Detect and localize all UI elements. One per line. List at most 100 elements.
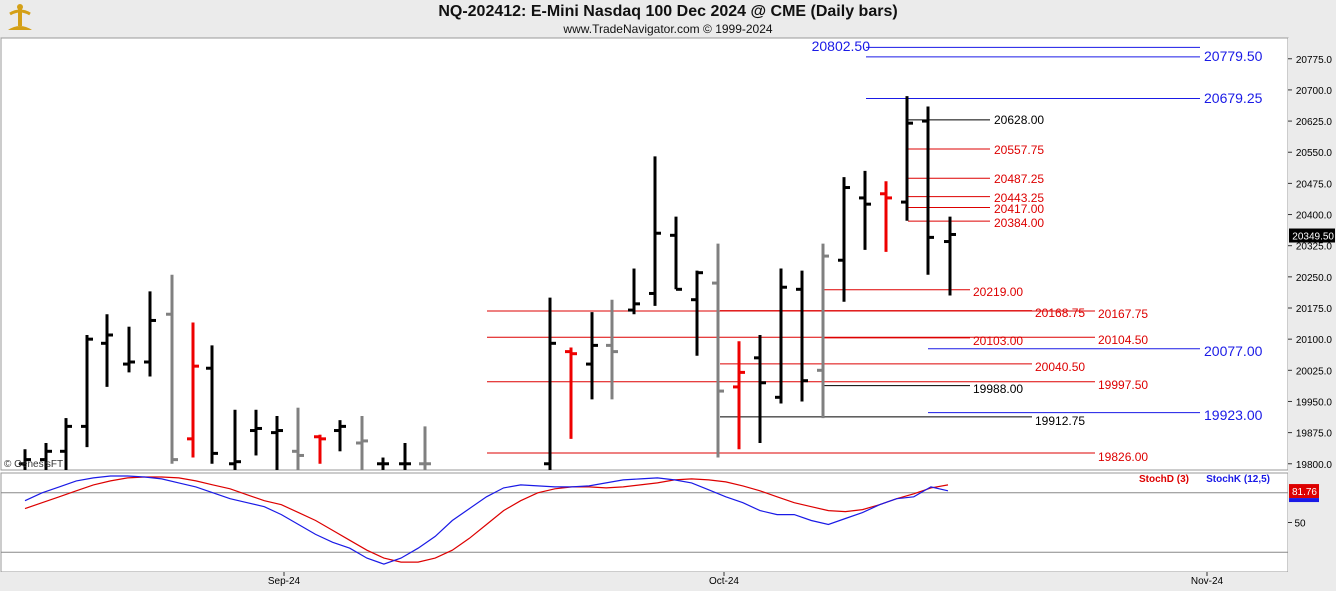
price-bar-2 — [60, 418, 72, 470]
level-label-3: 20628.00 — [994, 113, 1044, 127]
level-label-11: 20167.75 — [1098, 307, 1148, 321]
price-bar-7 — [166, 274, 178, 464]
level-label-10: 20168.75 — [1035, 306, 1085, 320]
price-bar-19 — [419, 426, 431, 470]
price-bar-36 — [880, 181, 892, 252]
price-bar-29 — [733, 341, 745, 450]
ohlc-bars — [19, 96, 956, 470]
stoch-pane — [0, 472, 1289, 573]
level-label-16: 19997.50 — [1098, 378, 1148, 392]
price-bar-15 — [334, 420, 346, 452]
level-label-0: 20802.50 — [812, 38, 871, 54]
price-bar-17 — [377, 457, 389, 470]
y-tick-label-5: 20400.0 — [1296, 211, 1333, 222]
x-label-nov: Nov-24 — [1191, 576, 1224, 587]
axes: 20775.0 20700.0 20625.0 20550.0 20475.0 20400… — [268, 55, 1335, 587]
chart-title: NQ-202412: E-Mini Nasdaq 100 Dec 2024 @ … — [438, 3, 898, 20]
price-bar-38 — [922, 106, 934, 275]
price-levels: 20802.50 20779.50 20679.25 20628.00 20557.75… — [487, 38, 1263, 464]
x-label-oct: Oct-24 — [709, 576, 739, 587]
x-label-sep: Sep-24 — [268, 576, 301, 587]
y-tick-label-6: 20325.0 — [1296, 242, 1333, 253]
price-bar-30 — [754, 335, 766, 443]
stoch-series-0 — [24, 476, 949, 563]
price-bar-14 — [314, 434, 326, 464]
price-bar-25 — [649, 156, 661, 306]
price-bar-9 — [206, 345, 218, 464]
price-bar-28 — [712, 243, 724, 458]
y-tick-label-8: 20175.0 — [1296, 304, 1333, 315]
price-bar-10 — [229, 409, 241, 470]
level-label-2: 20679.25 — [1204, 90, 1263, 106]
y-tick-label-0: 20775.0 — [1296, 55, 1333, 66]
stoch-value-label: 81.76 — [1292, 487, 1317, 498]
x-axis-area — [0, 572, 1288, 591]
price-bar-20 — [544, 297, 556, 470]
price-pane — [0, 37, 1289, 471]
level-label-4: 20557.75 — [994, 143, 1044, 157]
level-label-15: 20040.50 — [1035, 360, 1085, 374]
level-label-1: 20779.50 — [1204, 48, 1263, 64]
price-bar-16 — [356, 416, 368, 470]
y-tick-label-4: 20475.0 — [1296, 179, 1333, 190]
stoch-legend-0: StochD (3) — [1139, 474, 1189, 485]
stoch-value-badge — [1289, 484, 1319, 499]
price-bar-23 — [606, 299, 618, 400]
level-label-19: 19912.75 — [1035, 414, 1085, 428]
y-tick-label-9: 20100.0 — [1296, 335, 1333, 346]
price-bar-26 — [670, 216, 682, 291]
level-label-9: 20219.00 — [973, 285, 1023, 299]
y-tick-label-2: 20625.0 — [1296, 117, 1333, 128]
chart-frames — [0, 37, 1336, 591]
y-tick-label-1: 20700.0 — [1296, 86, 1333, 97]
level-label-6: 20443.25 — [994, 191, 1044, 205]
price-bar-24 — [628, 268, 640, 315]
level-label-5: 20487.25 — [994, 172, 1044, 186]
level-label-13: 20104.50 — [1098, 333, 1148, 347]
level-label-7: 20417.00 — [994, 202, 1044, 216]
stoch-legend-1: StochK (12,5) — [1206, 474, 1270, 485]
price-bar-33 — [817, 243, 829, 419]
stoch-value-badge-blue — [1289, 498, 1319, 503]
price-bar-22 — [586, 312, 598, 400]
price-bar-32 — [796, 270, 808, 402]
price-bar-39 — [944, 216, 956, 296]
price-bar-5 — [123, 326, 135, 373]
price-bar-12 — [271, 416, 283, 470]
y-tick-label-13: 19800.0 — [1296, 460, 1333, 471]
price-bar-18 — [399, 443, 411, 470]
price-bar-11 — [250, 409, 262, 456]
logo-icon — [4, 2, 36, 39]
level-label-17: 19988.00 — [973, 382, 1023, 396]
price-bar-8 — [187, 322, 199, 458]
price-bar-1 — [40, 443, 52, 470]
y-tick-label-7: 20250.0 — [1296, 273, 1333, 284]
level-label-18: 19923.00 — [1204, 407, 1263, 423]
chart-subtitle: www.TradeNavigator.com © 1999-2024 — [563, 22, 773, 36]
watermark: © GenesisFT — [4, 459, 63, 470]
price-bar-35 — [859, 170, 871, 250]
price-bar-21 — [565, 347, 577, 439]
level-label-8: 20384.00 — [994, 216, 1044, 230]
price-bar-6 — [144, 291, 156, 377]
price-bar-27 — [691, 270, 703, 356]
y-tick-label-12: 19875.0 — [1296, 429, 1333, 440]
chart-header: NQ-202412: E-Mini Nasdaq 100 Dec 2024 @ … — [0, 0, 1336, 38]
level-label-12: 20103.00 — [973, 334, 1023, 348]
price-bar-34 — [838, 177, 850, 302]
price-bar-37 — [901, 96, 913, 221]
y-tick-label-3: 20550.0 — [1296, 148, 1333, 159]
price-bar-0 — [19, 449, 31, 470]
level-label-14: 20077.00 — [1204, 343, 1263, 359]
y-tick-label-10: 20025.0 — [1296, 366, 1333, 377]
last-price-badge — [1289, 228, 1335, 243]
price-bar-4 — [101, 314, 113, 387]
price-bar-13 — [292, 407, 304, 470]
price-bar-31 — [775, 268, 787, 404]
last-price-label: 20349.50 — [1292, 232, 1334, 243]
stoch-series-1 — [24, 475, 949, 565]
y-tick-label-11: 19950.0 — [1296, 397, 1333, 408]
level-label-20: 19826.00 — [1098, 450, 1148, 464]
stochastic-pane: StochD (3) StochK (12,5) — [1, 474, 1288, 565]
